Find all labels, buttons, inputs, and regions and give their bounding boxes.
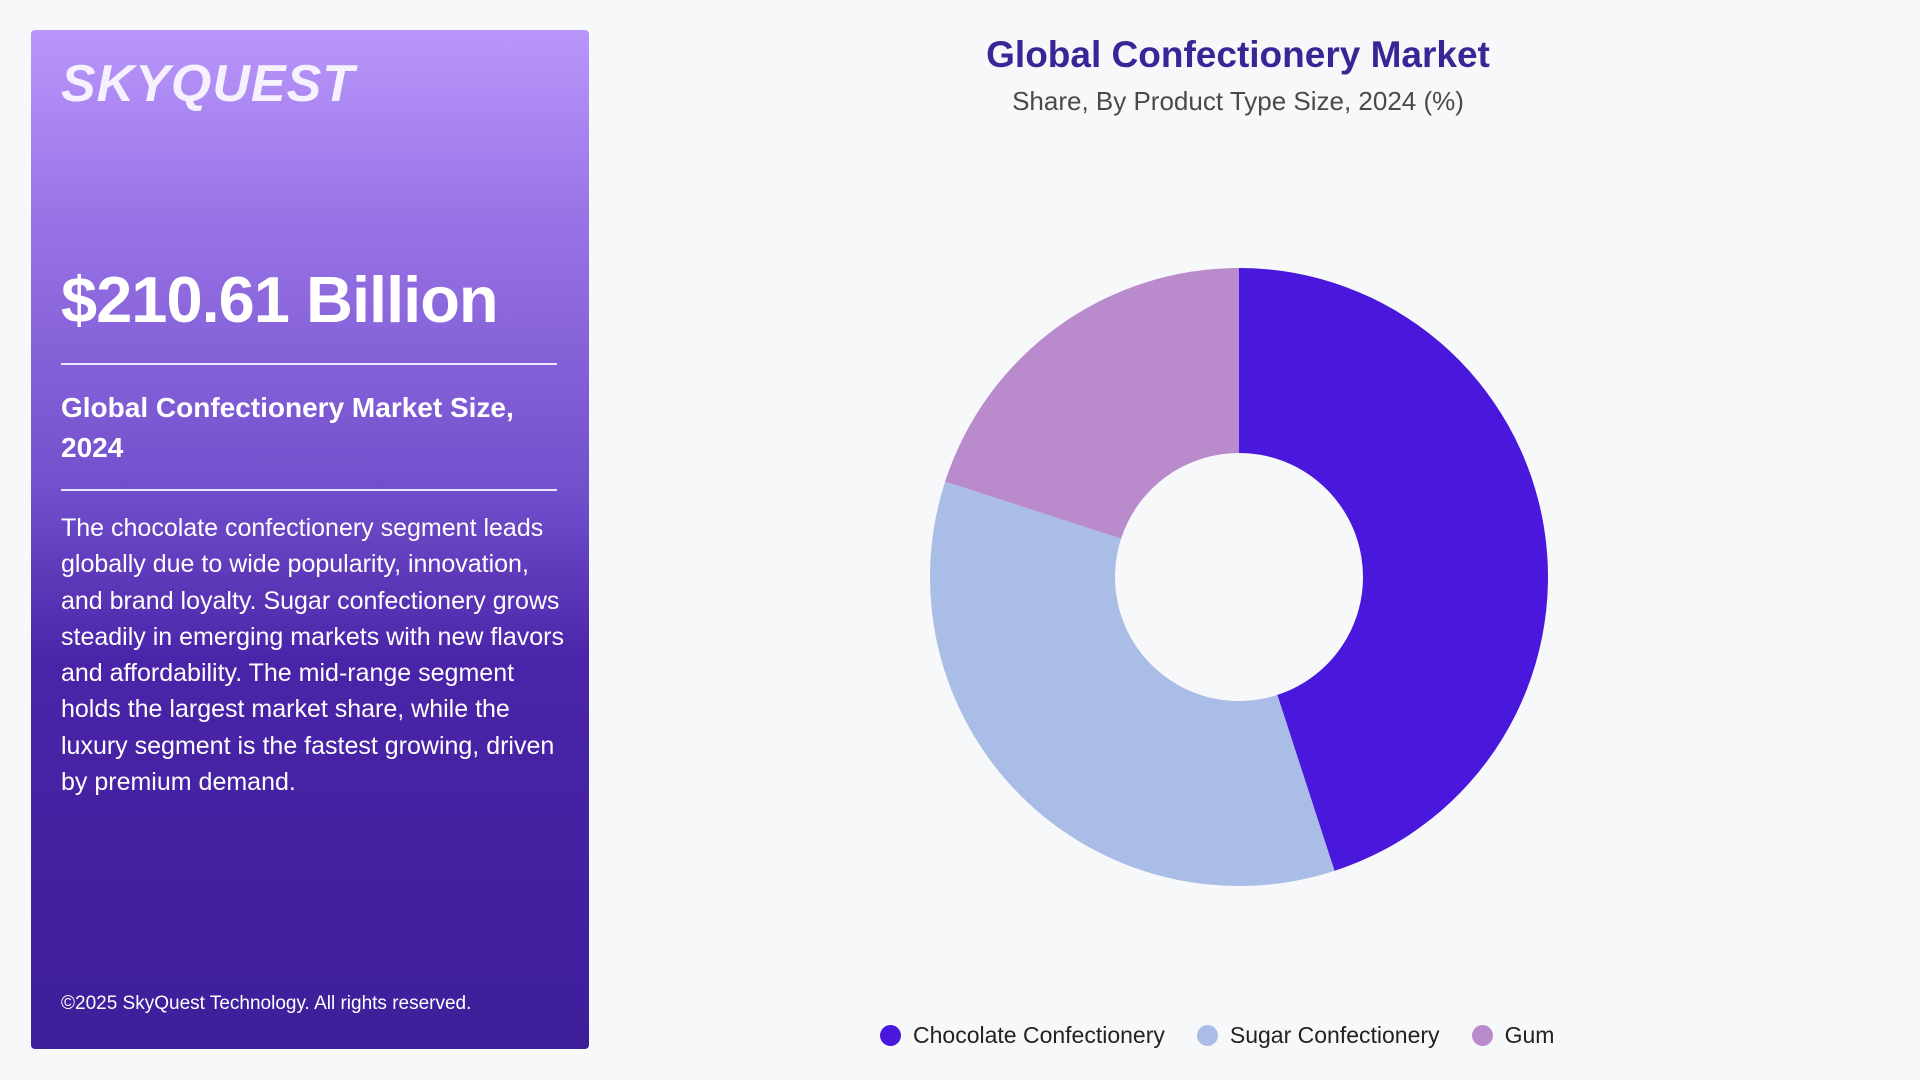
legend-label: Gum [1504, 1021, 1555, 1048]
legend-swatch [1196, 1024, 1218, 1046]
divider [61, 363, 557, 365]
legend-label: Chocolate Confectionery [913, 1021, 1165, 1048]
market-size-value: $210.61 Billion [61, 263, 499, 336]
donut-slice-chocolate-confectionery [1239, 268, 1548, 871]
donut-chart [929, 268, 1548, 887]
donut-slice-gum [945, 268, 1239, 539]
market-description: The chocolate confectionery segment lead… [61, 514, 564, 797]
legend-swatch [880, 1024, 901, 1046]
chart-subtitle: Share, By Product Type Size, 2024 (%) [1012, 86, 1464, 116]
legend-item: Sugar Confectionery [1196, 1021, 1440, 1049]
legend-label: Sugar Confectionery [1229, 1021, 1440, 1048]
chart-title: Global Confectionery Market [986, 34, 1490, 75]
legend-swatch [1471, 1024, 1493, 1046]
skyquest-logo: SKYQUEST [61, 55, 356, 113]
legend-item: Gum [1471, 1021, 1555, 1049]
chart-legend: Chocolate Confectionery Sugar Confectione… [880, 1017, 1586, 1053]
donut-slice-sugar-confectionery [929, 481, 1335, 887]
summary-panel: SKYQUEST $210.61 Billion Global Confecti… [31, 30, 589, 1049]
legend-item: Chocolate Confectionery [880, 1022, 1165, 1049]
copyright-notice: ©2025 SkyQuest Technology. All rights re… [61, 993, 472, 1014]
market-size-caption: Global Confectionery Market Size, 2024 [61, 392, 514, 463]
divider [61, 489, 557, 491]
